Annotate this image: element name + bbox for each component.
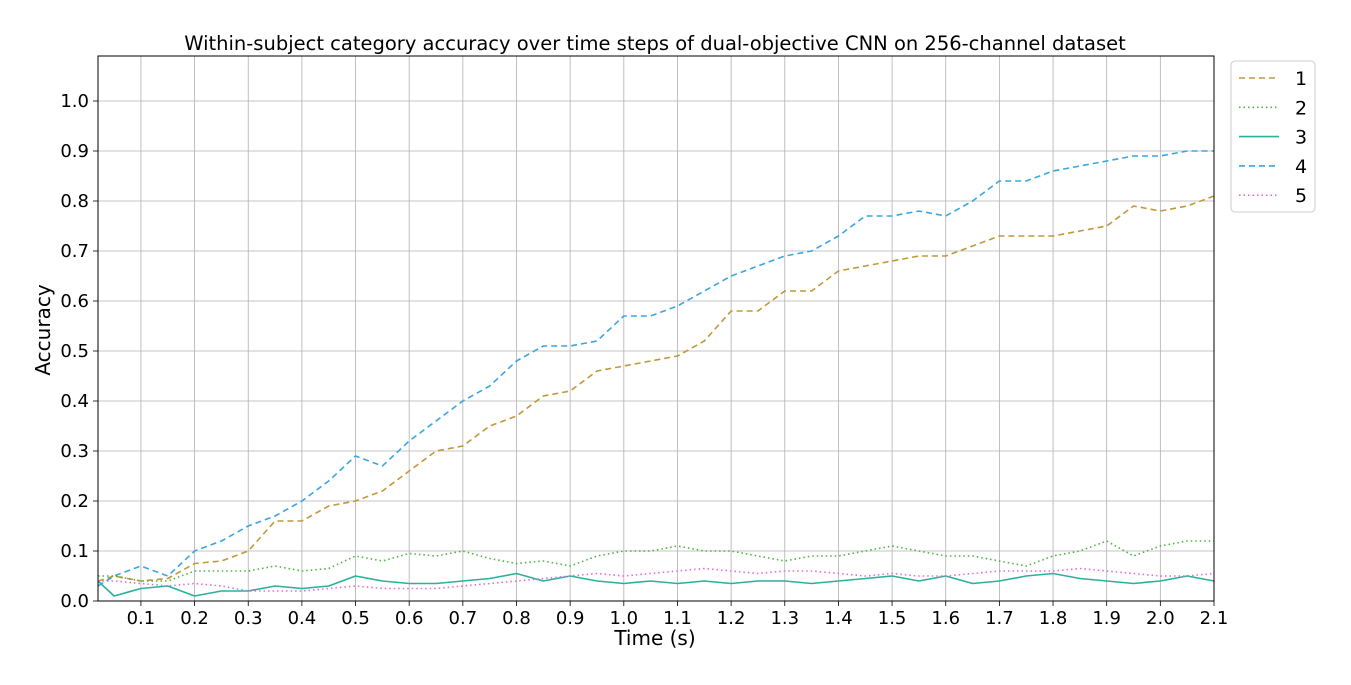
y-tick-label: 0.8 — [60, 191, 89, 212]
x-tick-label: 1.8 — [1039, 608, 1068, 629]
x-tick-label: 0.9 — [556, 608, 585, 629]
x-tick-label: 1.7 — [985, 608, 1014, 629]
legend-label-4: 4 — [1295, 156, 1307, 178]
x-tick-label: 2.0 — [1146, 608, 1175, 629]
tick-labels: 0.1 0.2 0.3 0.4 0.5 0.6 0.7 0.8 0.9 1.0 1.1 1.2 1.3 1… — [60, 91, 1228, 629]
x-tick-label: 0.3 — [234, 608, 263, 629]
y-axis-label: Accuracy — [31, 284, 55, 375]
series-line-2 — [98, 540, 1214, 582]
y-tick-label: 0.0 — [60, 591, 89, 612]
series-line-1 — [97, 195, 1215, 582]
y-tick-label: 1.0 — [60, 91, 89, 112]
x-tick-label: 1.4 — [824, 608, 853, 629]
x-tick-label: 1.3 — [770, 608, 799, 629]
x-tick-label: 0.8 — [502, 608, 531, 629]
x-tick-label: 1.9 — [1092, 608, 1121, 629]
series-line-4 — [97, 150, 1214, 587]
plot-frame — [97, 55, 1215, 602]
y-tick-label: 0.4 — [60, 391, 89, 412]
legend-label-2: 2 — [1295, 97, 1307, 119]
series-line-5 — [98, 567, 1215, 592]
x-tick-label: 0.1 — [127, 608, 156, 629]
y-tick-label: 0.5 — [60, 341, 89, 362]
legend: 1 2 3 4 5 — [1230, 60, 1316, 213]
legend-label-5: 5 — [1295, 185, 1307, 207]
y-tick-label: 0.3 — [60, 441, 89, 462]
chart-title: Within-subject category accuracy over ti… — [184, 32, 1126, 55]
x-tick-label: 0.2 — [180, 608, 209, 629]
x-tick-label: 1.5 — [878, 608, 907, 629]
y-tick-label: 0.9 — [60, 141, 89, 162]
x-tick-label: 0.6 — [395, 608, 424, 629]
y-tick-label: 0.6 — [60, 291, 89, 312]
x-tick-label: 1.0 — [609, 608, 638, 629]
legend-label-1: 1 — [1295, 68, 1307, 90]
x-tick-label: 1.2 — [717, 608, 746, 629]
series-lines — [97, 150, 1215, 597]
y-tick-label: 0.7 — [60, 241, 89, 262]
x-tick-label: 0.5 — [341, 608, 370, 629]
x-tick-label: 1.6 — [931, 608, 960, 629]
y-tick-label: 0.1 — [60, 541, 89, 562]
x-tick-label: 0.4 — [288, 608, 317, 629]
x-axis-label: Time (s) — [613, 626, 695, 650]
y-tick-label: 0.2 — [60, 491, 89, 512]
x-tick-label: 1.1 — [663, 608, 692, 629]
legend-label-3: 3 — [1295, 127, 1307, 149]
x-tick-label: 2.1 — [1200, 608, 1229, 629]
series-line-3 — [97, 572, 1215, 597]
x-tick-label: 0.7 — [449, 608, 478, 629]
